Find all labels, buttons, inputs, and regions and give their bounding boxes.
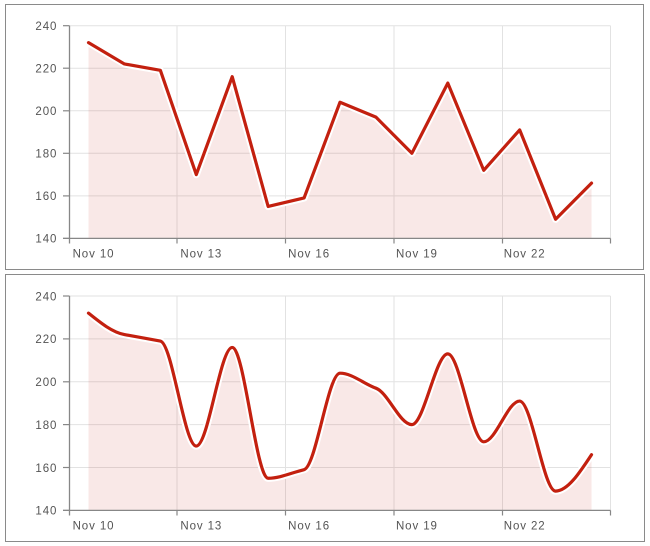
svg-text:240: 240: [35, 21, 57, 33]
svg-text:140: 140: [35, 234, 57, 246]
svg-text:Nov 13: Nov 13: [180, 521, 222, 533]
svg-text:160: 160: [35, 191, 57, 203]
svg-text:Nov 13: Nov 13: [180, 249, 222, 261]
svg-text:Nov 16: Nov 16: [288, 521, 330, 533]
svg-text:200: 200: [35, 377, 57, 389]
svg-text:180: 180: [35, 420, 57, 432]
svg-text:Nov 10: Nov 10: [73, 521, 115, 533]
svg-text:Nov 10: Nov 10: [73, 249, 115, 261]
svg-text:220: 220: [35, 64, 57, 76]
svg-text:Nov 19: Nov 19: [396, 521, 438, 533]
svg-text:140: 140: [35, 506, 57, 518]
svg-text:160: 160: [35, 463, 57, 475]
svg-text:Nov 19: Nov 19: [396, 249, 438, 261]
svg-text:Nov 16: Nov 16: [288, 249, 330, 261]
svg-text:Nov 22: Nov 22: [504, 249, 546, 261]
svg-text:200: 200: [35, 106, 57, 118]
svg-text:220: 220: [35, 334, 57, 346]
svg-text:180: 180: [35, 149, 57, 161]
svg-text:240: 240: [35, 291, 57, 303]
svg-text:Nov 22: Nov 22: [504, 521, 546, 533]
